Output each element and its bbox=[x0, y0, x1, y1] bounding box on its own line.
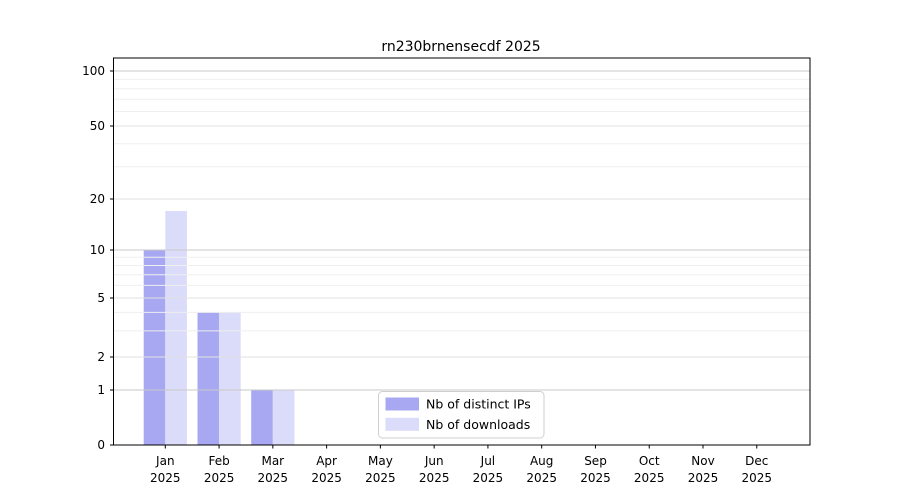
x-tick-label-year-dec: 2025 bbox=[742, 471, 773, 485]
bar-distinct-ips-mar bbox=[251, 390, 273, 445]
y-tick-label-5: 5 bbox=[97, 291, 105, 305]
x-tick-label-year-jun: 2025 bbox=[419, 471, 450, 485]
y-tick-label-50: 50 bbox=[90, 119, 105, 133]
chart-title: rn230brnensecdf 2025 bbox=[381, 39, 540, 55]
x-tick-label-year-feb: 2025 bbox=[204, 471, 235, 485]
bar-downloads-mar bbox=[272, 390, 295, 445]
x-tick-label-month-jan: Jan bbox=[155, 454, 175, 468]
bar-downloads-jan bbox=[165, 211, 187, 445]
legend-box bbox=[378, 391, 545, 439]
x-tick-label-year-may: 2025 bbox=[365, 471, 396, 485]
x-tick-label-month-oct: Oct bbox=[639, 454, 660, 468]
x-tick-label-month-jun: Jun bbox=[424, 454, 444, 468]
legend-label-downloads: Nb of downloads bbox=[426, 417, 530, 432]
bar-distinct-ips-feb bbox=[197, 312, 220, 445]
legend: Nb of distinct IPs Nb of downloads bbox=[378, 391, 545, 439]
x-tick-label-month-nov: Nov bbox=[691, 454, 714, 468]
x-tick-label-year-aug: 2025 bbox=[526, 471, 557, 485]
x-tick-label-year-jan: 2025 bbox=[150, 471, 181, 485]
x-tick-label-month-mar: Mar bbox=[261, 454, 284, 468]
x-tick-label-month-feb: Feb bbox=[208, 454, 229, 468]
x-tick-label-month-sep: Sep bbox=[584, 454, 607, 468]
x-tick-label-year-apr: 2025 bbox=[311, 471, 342, 485]
legend-label-distinct-ips: Nb of distinct IPs bbox=[426, 397, 531, 412]
y-tick-label-1: 1 bbox=[97, 383, 105, 397]
y-tick-label-20: 20 bbox=[90, 192, 105, 206]
y-tick-label-0: 0 bbox=[97, 438, 105, 452]
x-tick-label-month-may: May bbox=[368, 454, 393, 468]
x-tick-label-year-jul: 2025 bbox=[473, 471, 504, 485]
x-tick-label-month-dec: Dec bbox=[745, 454, 768, 468]
y-tick-label-10: 10 bbox=[90, 243, 105, 257]
plot-frame bbox=[113, 57, 811, 446]
x-tick-label-year-mar: 2025 bbox=[258, 471, 289, 485]
legend-swatch-downloads bbox=[385, 417, 419, 431]
x-tick-label-year-nov: 2025 bbox=[688, 471, 719, 485]
legend-swatch-distinct-ips bbox=[385, 397, 419, 411]
bar-downloads-feb bbox=[219, 312, 241, 445]
y-tick-label-2: 2 bbox=[97, 350, 105, 364]
x-tick-label-month-aug: Aug bbox=[530, 454, 553, 468]
x-tick-label-year-oct: 2025 bbox=[634, 471, 665, 485]
x-tick-label-month-jul: Jul bbox=[480, 454, 495, 468]
bar-distinct-ips-jan bbox=[143, 250, 166, 445]
y-tick-label-100: 100 bbox=[82, 64, 105, 78]
x-tick-label-month-apr: Apr bbox=[316, 454, 337, 468]
x-tick-label-year-sep: 2025 bbox=[580, 471, 611, 485]
